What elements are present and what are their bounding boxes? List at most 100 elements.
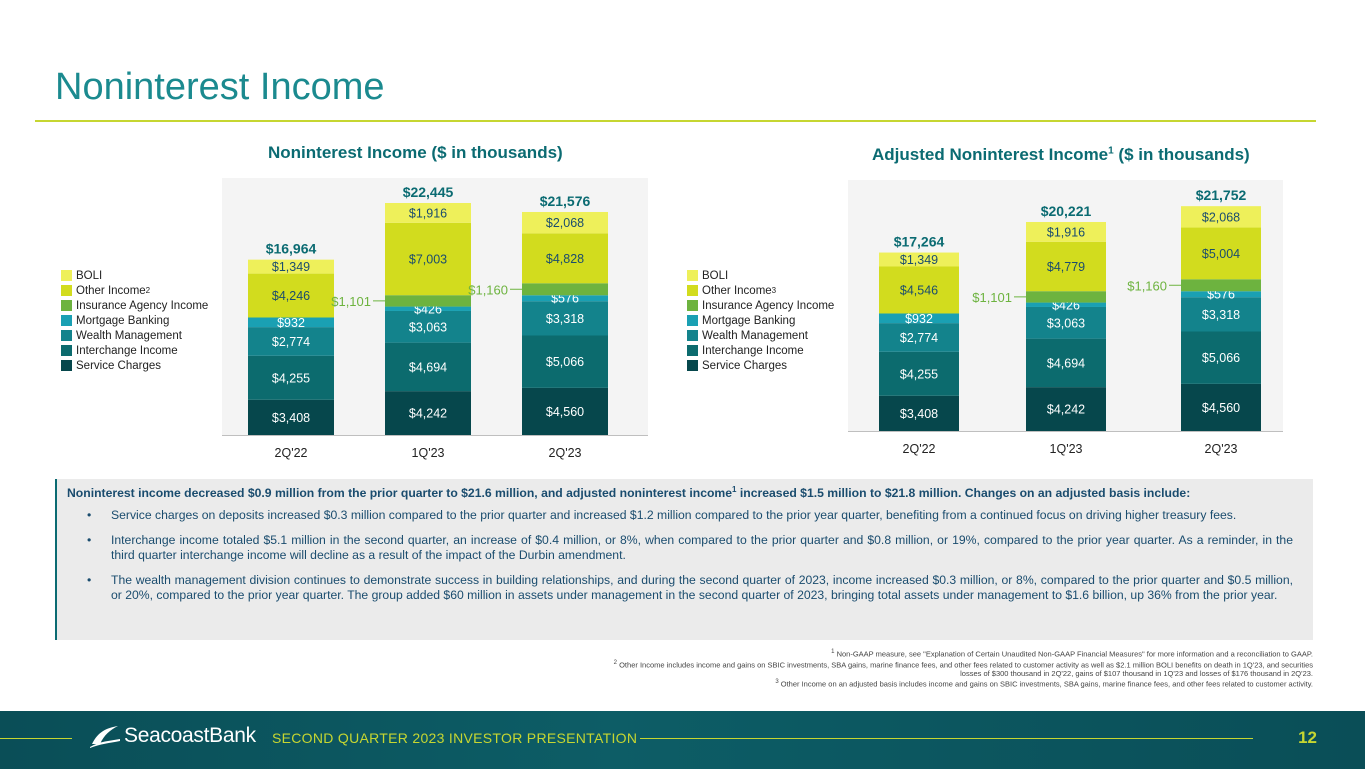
bar-segment xyxy=(522,387,608,435)
category-label: 1Q'23 xyxy=(1050,442,1083,456)
data-label: $1,349 xyxy=(272,260,310,274)
total-label: $22,445 xyxy=(403,184,454,200)
bar-segment xyxy=(248,273,334,318)
data-label: $4,694 xyxy=(1047,356,1085,370)
footnote: 2 Other Income includes income and gains… xyxy=(613,659,1313,679)
bar-segment xyxy=(248,327,334,356)
data-label: $1,916 xyxy=(409,206,447,220)
legend-swatch xyxy=(61,360,72,371)
data-label: $4,255 xyxy=(272,371,310,385)
bar-segment xyxy=(1181,331,1261,384)
bar-segment xyxy=(248,399,334,435)
legend-swatch xyxy=(61,345,72,356)
data-label: $5,066 xyxy=(546,355,584,369)
data-label: $1,349 xyxy=(900,253,938,267)
data-label: $1,101 xyxy=(331,294,371,309)
legend-item: BOLI xyxy=(687,268,834,283)
bar-segment xyxy=(522,233,608,284)
bar-segment xyxy=(385,306,471,311)
chart-title-noninterest: Noninterest Income ($ in thousands) xyxy=(268,143,563,163)
legend-label: BOLI xyxy=(702,269,729,282)
legend-swatch xyxy=(687,360,698,371)
footnote: 1 Non-GAAP measure, see "Explanation of … xyxy=(831,649,1313,659)
legend-swatch xyxy=(687,300,698,311)
bar-segment xyxy=(1026,302,1106,307)
data-label: $3,318 xyxy=(546,312,584,326)
legend-noninterest: BOLI Other Income 2 Insurance Agency Income… xyxy=(61,268,208,373)
bar-segment xyxy=(522,335,608,388)
bar-segment xyxy=(1181,206,1261,228)
legend-swatch xyxy=(61,315,72,326)
legend-swatch xyxy=(687,315,698,326)
chart-title-text: Adjusted Noninterest Income xyxy=(872,145,1109,164)
page-number: 12 xyxy=(1298,728,1317,747)
legend-swatch xyxy=(687,345,698,356)
title-divider xyxy=(35,120,1316,122)
total-label: $16,964 xyxy=(266,241,317,257)
bar-segment xyxy=(248,259,334,274)
legend-item: Interchange Income xyxy=(61,343,208,358)
legend-item: Mortgage Banking xyxy=(687,313,834,328)
legend-swatch xyxy=(61,300,72,311)
data-label: $3,408 xyxy=(900,407,938,421)
chart-title-adjusted: Adjusted Noninterest Income1 ($ in thous… xyxy=(872,145,1250,165)
chart-1: $3,408 $4,255 $2,774 $932 $4,546 $1,349 $17,26… xyxy=(848,180,1283,456)
bar-segment xyxy=(248,317,334,328)
bar-segment xyxy=(385,342,471,392)
legend-item: Interchange Income xyxy=(687,343,834,358)
legend-label: Mortgage Banking xyxy=(76,314,170,327)
footer-subtitle: SECOND QUARTER 2023 INVESTOR PRESENTATIO… xyxy=(272,730,638,746)
page-title: Noninterest Income xyxy=(55,66,385,108)
data-label: $3,063 xyxy=(1047,316,1085,330)
legend-label: BOLI xyxy=(76,269,103,282)
chart-0: $3,408 $4,255 $2,774 $932 $4,246 $1,349 $16,96… xyxy=(222,178,648,460)
legend-label: Wealth Management xyxy=(702,329,808,342)
bar-segment xyxy=(385,295,471,307)
total-label: $17,264 xyxy=(894,234,945,250)
legend-label: Other Income xyxy=(76,284,146,297)
legend-item: Insurance Agency Income xyxy=(687,298,834,313)
bar-segment xyxy=(522,295,608,302)
bar-segment xyxy=(1026,387,1106,431)
data-label: $4,560 xyxy=(1202,401,1240,415)
charts-canvas: $3,408 $4,255 $2,774 $932 $4,246 $1,349 $16,96… xyxy=(222,178,1283,460)
category-label: 2Q'22 xyxy=(903,442,936,456)
legend-label: Insurance Agency Income xyxy=(76,299,209,312)
data-label: $3,063 xyxy=(409,320,447,334)
bar-segment xyxy=(879,313,959,324)
legend-label: Insurance Agency Income xyxy=(702,299,835,312)
data-label: $4,694 xyxy=(409,360,447,374)
bar-segment xyxy=(1181,227,1261,280)
category-label: 2Q'23 xyxy=(549,446,582,460)
legend-label: Other Income xyxy=(702,284,772,297)
total-label: $21,752 xyxy=(1196,187,1247,203)
legend-label: Interchange Income xyxy=(702,344,804,357)
bar-segment xyxy=(1181,279,1261,292)
legend-adjusted: BOLI Other Income 3 Insurance Agency Income… xyxy=(687,268,834,373)
summary-headline: Noninterest income decreased $0.9 millio… xyxy=(67,485,1191,501)
chart-title-text: ($ in thousands) xyxy=(1113,145,1250,164)
data-label: $4,828 xyxy=(546,252,584,266)
bar-segment xyxy=(385,222,471,296)
data-label: $4,560 xyxy=(546,405,584,419)
data-label: $1,160 xyxy=(468,282,508,297)
data-label: $7,003 xyxy=(409,252,447,266)
footnote: 3 Other Income on an adjusted basis incl… xyxy=(775,679,1313,689)
bar-segment xyxy=(879,323,959,352)
bar-segment xyxy=(1181,383,1261,431)
data-label: $2,068 xyxy=(546,216,584,230)
data-label: $4,242 xyxy=(1047,403,1085,417)
bar-segment xyxy=(385,203,471,223)
data-label: $4,246 xyxy=(272,289,310,303)
legend-swatch xyxy=(687,270,698,281)
summary-bullet: • Service charges on deposits increased $… xyxy=(87,508,1237,523)
bar-segment xyxy=(522,283,608,296)
legend-label: Wealth Management xyxy=(76,329,182,342)
data-label: $932 xyxy=(905,312,933,326)
legend-swatch xyxy=(61,330,72,341)
bar-segment xyxy=(1026,306,1106,339)
footer-bar: SeacoastBank SECOND QUARTER 2023 INVESTO… xyxy=(0,711,1365,769)
bar-segment xyxy=(879,351,959,396)
footer-logo: SeacoastBank xyxy=(90,724,256,748)
seacoast-wave-icon xyxy=(90,726,120,748)
